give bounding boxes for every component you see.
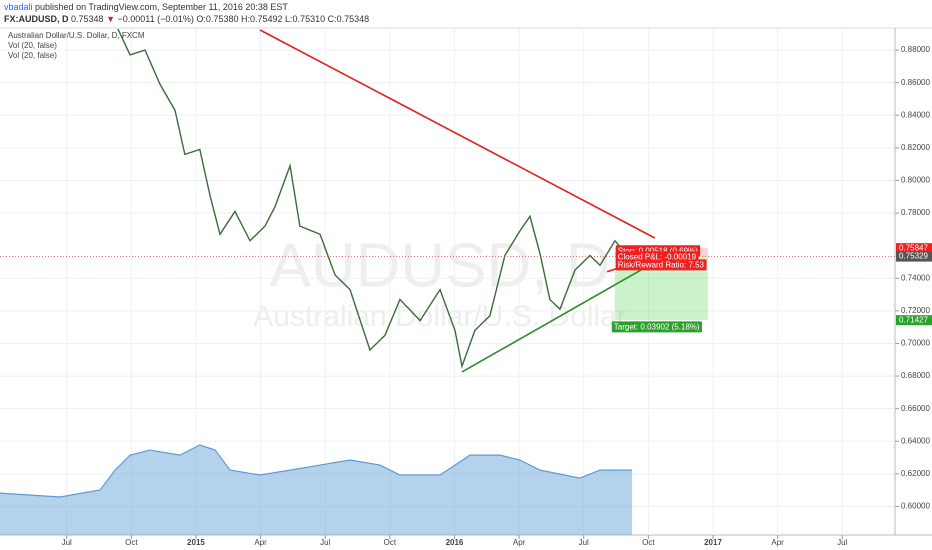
x-tick-label: Jul <box>579 538 589 547</box>
published: published on TradingView.com, September … <box>33 2 289 12</box>
x-tick-label: 2016 <box>446 538 464 547</box>
x-tick-label: 2017 <box>704 538 722 547</box>
y-tick-label: 0.68000 <box>901 371 930 380</box>
y-tick-label: 0.72000 <box>901 306 930 315</box>
close: C:0.75348 <box>328 14 370 24</box>
position-label: Target: 0.03902 (5.18%) <box>614 322 700 331</box>
low: L:0.75310 <box>285 14 325 24</box>
y-tick-label: 0.80000 <box>901 176 930 185</box>
high: H:0.75492 <box>241 14 283 24</box>
y-tick-label: 0.74000 <box>901 273 930 282</box>
change: −0.00011 (−0.01%) <box>118 14 194 24</box>
x-tick-label: Apr <box>254 538 267 547</box>
x-tick-label: 2015 <box>187 538 205 547</box>
plot-area: AUDUSD, D Australian Dollar/U.S. Dollar <box>0 27 932 536</box>
price-line <box>117 28 629 369</box>
position-label: Stop: 0.00518 (0.69%) <box>618 246 698 255</box>
y-tick-label: 0.78000 <box>901 208 930 217</box>
volume-area <box>0 445 633 535</box>
x-tick-label: Jul <box>320 538 330 547</box>
y-tick-label: 0.62000 <box>901 469 930 478</box>
user[interactable]: vbadali <box>4 2 33 12</box>
legend-entry: Australian Dollar/U.S. Dollar, D, FXCM <box>8 31 145 40</box>
price-label-bg <box>896 243 932 254</box>
y-tick-label: 0.88000 <box>901 45 930 54</box>
price-label-bg <box>896 251 932 262</box>
price-label: 0.75329 <box>899 252 928 261</box>
x-tick-label: Apr <box>771 538 784 547</box>
x-tick-label: Jul <box>62 538 72 547</box>
x-tick-label: Oct <box>125 538 138 547</box>
last: 0.75348 <box>71 14 104 24</box>
y-tick-label: 0.70000 <box>901 339 930 348</box>
header-line: vbadali published on TradingView.com, Se… <box>4 2 288 12</box>
y-tick-label: 0.60000 <box>901 502 930 511</box>
quote-line: FX:AUDUSD, D 0.75348 ▼ −0.00011 (−0.01%)… <box>4 14 369 24</box>
x-tick-label: Oct <box>642 538 655 547</box>
x-tick-label: Apr <box>513 538 526 547</box>
legend-entry: Vol (20, false) <box>8 41 57 50</box>
volume-line <box>0 444 633 498</box>
open: O:0.75380 <box>196 14 238 24</box>
trend-line <box>461 261 656 373</box>
position-label: Closed P&L: -0.00019 <box>618 252 697 261</box>
y-tick-label: 0.84000 <box>901 110 930 119</box>
x-tick-label: Oct <box>384 538 397 547</box>
y-tick-label: 0.86000 <box>901 78 930 87</box>
price-label: 0.71427 <box>899 315 928 324</box>
price-label-bg <box>896 315 932 326</box>
position-label-bg <box>615 259 707 271</box>
x-tick-label: Jul <box>837 538 847 547</box>
symbol: FX:AUDUSD, D <box>4 14 69 24</box>
position-label: Risk/Reward Ratio: 7.53 <box>618 260 705 269</box>
price-label: 0.75847 <box>899 243 928 252</box>
y-tick-label: 0.64000 <box>901 436 930 445</box>
y-tick-label: 0.66000 <box>901 404 930 413</box>
watermark-description: Australian Dollar/U.S. Dollar <box>253 300 626 333</box>
position-label-bg <box>611 321 702 333</box>
y-tick-label: 0.82000 <box>901 143 930 152</box>
arrow: ▼ <box>106 14 115 24</box>
legend-entry: Vol (20, false) <box>8 51 57 60</box>
trend-line <box>259 29 656 239</box>
